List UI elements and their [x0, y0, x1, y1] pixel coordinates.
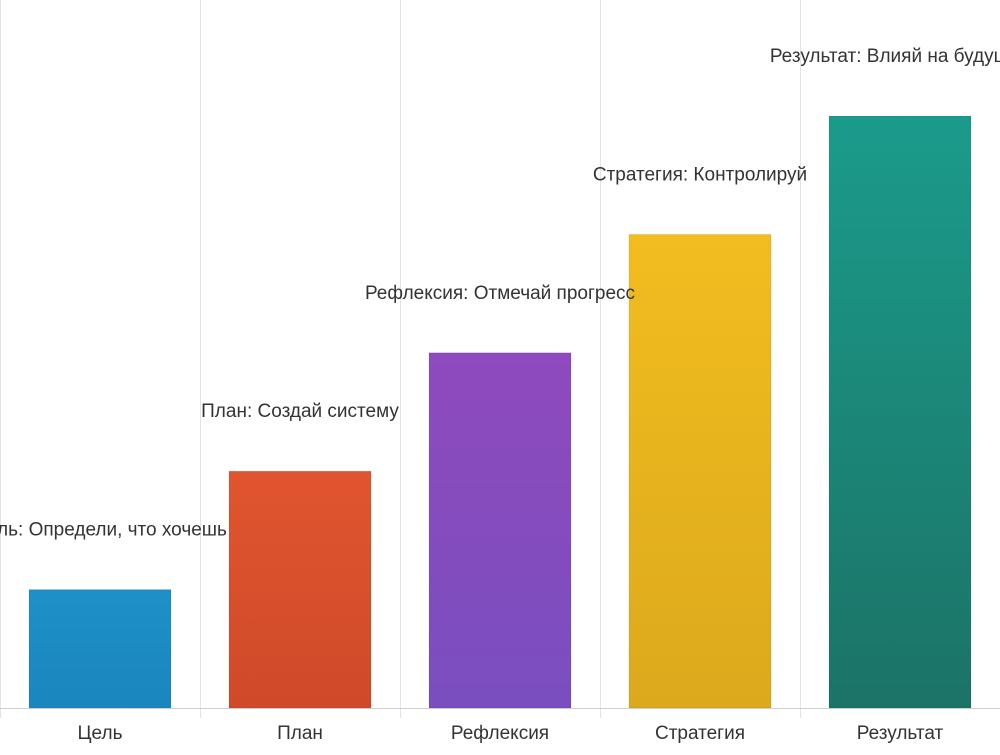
bar-3[interactable]: [429, 353, 571, 708]
data-label: Цель: Определи, что хочешь: [0, 520, 227, 541]
x-tick-label: Рефлексия: [451, 723, 549, 744]
x-tick-label: Стратегия: [655, 723, 745, 744]
data-label: Результат: Влияй на будущее: [770, 46, 1000, 67]
x-tick-label: Результат: [857, 723, 944, 744]
x-axis: Цель План Рефлексия Стратегия Результат: [0, 709, 1000, 745]
bar-4[interactable]: [629, 234, 771, 708]
data-label: Рефлексия: Отмечай прогресс: [365, 283, 635, 304]
data-label: План: Создай систему: [201, 401, 399, 422]
bar-1[interactable]: [29, 590, 171, 708]
bar-5[interactable]: [829, 116, 971, 708]
x-tick-label: План: [277, 723, 323, 744]
bar-layer: [29, 116, 971, 708]
bar-2[interactable]: [229, 471, 371, 708]
data-label: Стратегия: Контролируй: [593, 164, 807, 185]
x-tick-label: Цель: [78, 723, 123, 744]
